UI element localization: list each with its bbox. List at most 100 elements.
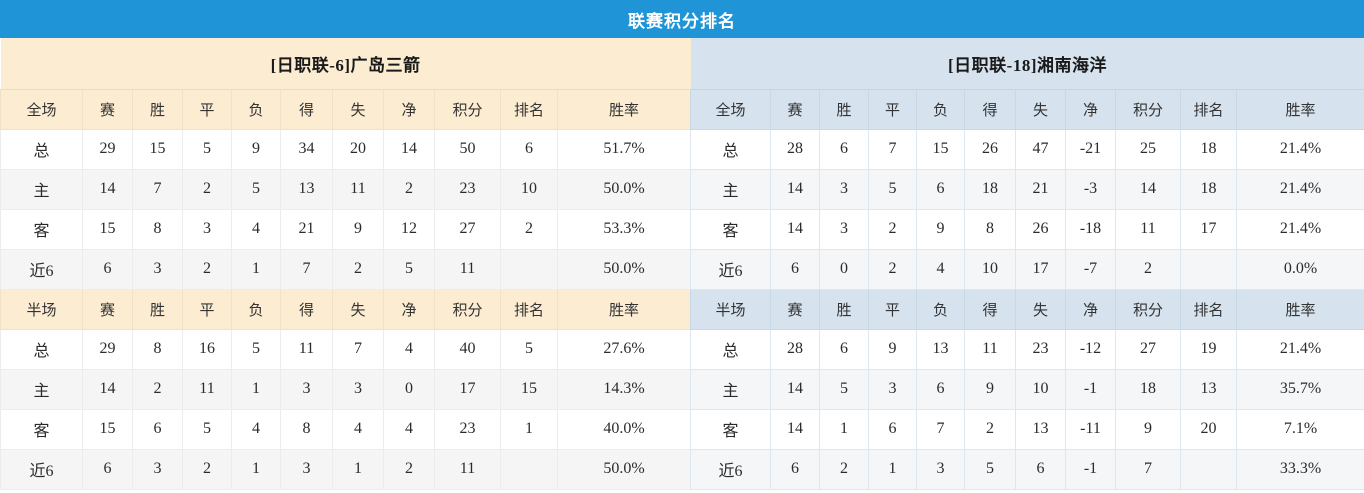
cell-played: 6 [770,448,820,490]
cell-won: 5 [819,368,869,410]
col-head-drawn: 平 [868,88,917,130]
cell-lost: 4 [231,408,281,450]
col-head-rank: 排名 [500,288,558,330]
cell-played: 14 [82,368,133,410]
cell-winrate: 21.4% [1236,208,1364,250]
cell-lost: 6 [916,368,965,410]
table-row: 主 14 7 2 5 13 11 2 23 10 50.0% [0,168,692,210]
cell-drawn: 2 [182,168,232,210]
cell-winrate: 21.4% [1236,128,1364,170]
cell-played: 28 [770,128,820,170]
col-head-winrate: 胜率 [556,88,692,130]
row-label: 客 [690,408,771,450]
col-head-played: 赛 [770,88,820,130]
cell-points: 9 [1115,408,1181,450]
cell-lost: 1 [231,248,281,290]
cell-rank: 17 [1180,208,1237,250]
table-row: 主 14 3 5 6 18 21 -3 14 18 21.4% [690,168,1364,210]
row-label: 主 [690,368,771,410]
cell-points: 11 [1115,208,1181,250]
cell-against: 4 [332,408,384,450]
cell-against: 47 [1015,128,1066,170]
cell-against: 20 [332,128,384,170]
col-head-for: 得 [280,288,333,330]
cell-won: 0 [819,248,869,290]
cell-winrate: 40.0% [556,408,692,450]
col-head-won: 胜 [132,88,183,130]
standings-table-right: [日职联-18]湘南海洋 全场 赛 胜 平 负 得 失 净 积分 排名 胜率 [690,38,1364,490]
cell-lost: 5 [231,328,281,370]
cell-played: 14 [770,408,820,450]
cell-winrate: 21.4% [1236,328,1364,370]
cell-against: 23 [1015,328,1066,370]
table-row: 总 29 8 16 5 11 7 4 40 5 27.6% [0,328,692,370]
table-row: 近6 6 3 2 1 7 2 5 11 50.0% [0,248,692,290]
cell-for: 7 [280,248,333,290]
cell-rank: 20 [1180,408,1237,450]
cell-rank: 18 [1180,168,1237,210]
col-head-winrate: 胜率 [556,288,692,330]
cell-for: 8 [964,208,1016,250]
cell-played: 29 [82,328,133,370]
cell-played: 6 [82,448,133,490]
standings-table-left: [日职联-6]广岛三箭 全场 赛 胜 平 负 得 失 净 积分 排名 [0,38,692,490]
cell-against: 9 [332,208,384,250]
col-head-points: 积分 [434,288,501,330]
cell-against: 21 [1015,168,1066,210]
column-header-halftime-right: 半场 赛 胜 平 负 得 失 净 积分 排名 胜率 [690,288,1364,330]
cell-for: 3 [280,448,333,490]
cell-won: 3 [132,448,183,490]
cell-drawn: 2 [182,448,232,490]
row-label: 近6 [690,448,771,490]
cell-for: 11 [280,328,333,370]
cell-drawn: 9 [868,328,917,370]
table-row: 主 14 2 11 1 3 3 0 17 15 14.3% [0,368,692,410]
cell-points: 27 [434,208,501,250]
table-row: 客 14 1 6 7 2 13 -11 9 20 7.1% [690,408,1364,450]
cell-diff: 14 [383,128,435,170]
col-head-lost: 负 [916,288,965,330]
col-head-section: 全场 [690,88,771,130]
team-name-left: [日职联-6]广岛三箭 [0,38,691,90]
cell-winrate: 51.7% [556,128,692,170]
cell-won: 3 [819,168,869,210]
cell-drawn: 1 [868,448,917,490]
cell-for: 2 [964,408,1016,450]
cell-points: 2 [1115,248,1181,290]
cell-points: 50 [434,128,501,170]
row-label: 客 [690,208,771,250]
cell-against: 13 [1015,408,1066,450]
col-head-for: 得 [280,88,333,130]
cell-won: 8 [132,328,183,370]
col-head-lost: 负 [231,88,281,130]
team-name-row-right: [日职联-18]湘南海洋 [690,38,1364,90]
cell-points: 23 [434,408,501,450]
cell-drawn: 2 [868,208,917,250]
cell-diff: 12 [383,208,435,250]
cell-rank [500,248,558,290]
cell-rank: 19 [1180,328,1237,370]
cell-diff: -7 [1065,248,1116,290]
cell-diff: -1 [1065,368,1116,410]
col-head-against: 失 [332,88,384,130]
cell-diff: 4 [383,328,435,370]
col-head-points: 积分 [1115,88,1181,130]
row-label: 总 [0,128,83,170]
cell-played: 6 [770,248,820,290]
col-head-diff: 净 [1065,288,1116,330]
cell-played: 29 [82,128,133,170]
standings-tables: [日职联-6]广岛三箭 全场 赛 胜 平 负 得 失 净 积分 排名 [0,38,1364,493]
cell-winrate: 33.3% [1236,448,1364,490]
row-label: 近6 [0,248,83,290]
row-label: 主 [0,168,83,210]
cell-lost: 1 [231,448,281,490]
col-head-rank: 排名 [1180,288,1237,330]
col-head-won: 胜 [819,88,869,130]
cell-won: 2 [819,448,869,490]
cell-rank: 6 [500,128,558,170]
cell-diff: 0 [383,368,435,410]
cell-points: 25 [1115,128,1181,170]
cell-against: 1 [332,448,384,490]
cell-won: 8 [132,208,183,250]
